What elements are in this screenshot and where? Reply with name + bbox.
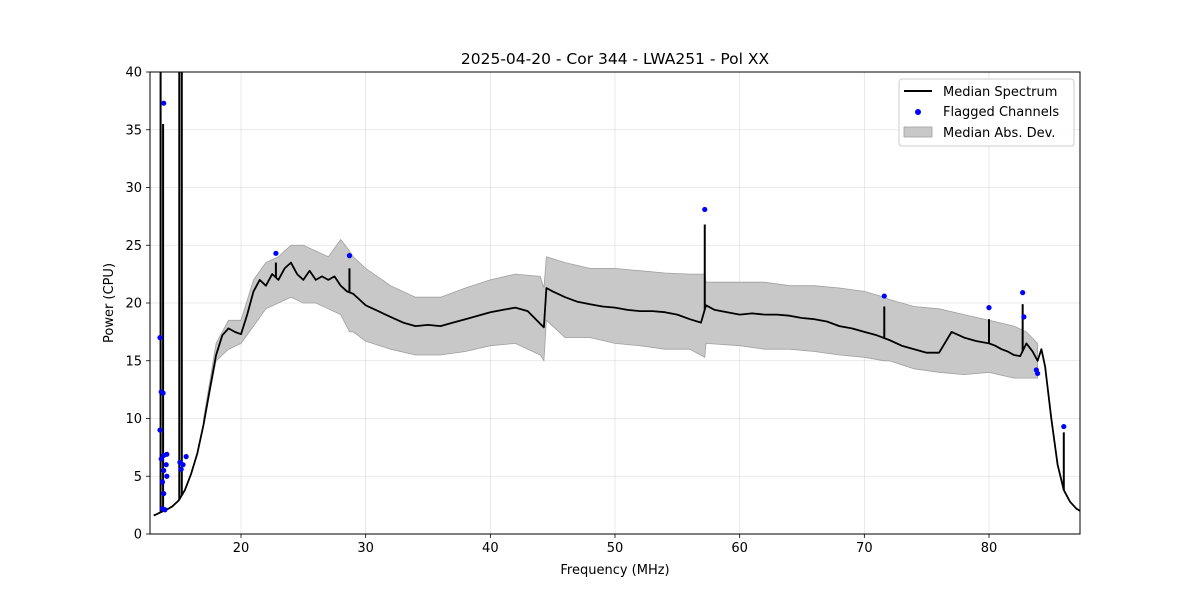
- y-tick-label: 10: [125, 412, 142, 427]
- flagged-channel-point: [157, 335, 163, 341]
- median-line-layer: [153, 261, 1080, 517]
- flagged-channel-point: [1021, 314, 1027, 320]
- legend-flagged-swatch: [915, 109, 921, 115]
- flagged-channel-point: [1061, 423, 1067, 430]
- flagged-channel-point: [180, 462, 186, 468]
- y-tick-label: 25: [125, 239, 142, 254]
- x-axis-ticks: 20 30 40 50 60 70 80: [233, 534, 998, 556]
- flagged-channel-point: [159, 479, 166, 485]
- flagged-points-layer: [157, 100, 1067, 513]
- flagged-channel-point: [161, 100, 167, 106]
- y-axis-ticks: 0 5 10 15 20 25 30 35 40: [125, 66, 150, 543]
- y-tick-label: 35: [125, 123, 142, 138]
- legend-flagged-label: Flagged Channels: [943, 105, 1059, 120]
- flagged-channel-point: [1035, 370, 1041, 377]
- flagged-channel-point: [161, 467, 167, 474]
- y-tick-label: 30: [125, 181, 142, 196]
- flagged-channel-point: [178, 466, 184, 472]
- legend-box: [898, 78, 1075, 147]
- flagged-channel-point: [881, 293, 887, 299]
- legend: Median Spectrum Flagged Channels Median …: [898, 78, 1075, 147]
- flagged-channel-point: [164, 473, 170, 479]
- y-axis-label: Power (CPU): [102, 263, 117, 343]
- x-tick-label: 40: [482, 541, 499, 556]
- y-tick-label: 5: [134, 470, 142, 485]
- flagged-channel-point: [160, 390, 166, 396]
- x-tick-label: 80: [981, 541, 998, 556]
- mad-band: [203, 238, 1038, 425]
- x-tick-label: 60: [731, 541, 748, 556]
- flagged-channel-point: [161, 490, 167, 497]
- x-axis-label: Frequency (MHz): [560, 563, 669, 578]
- flagged-channel-point: [183, 454, 189, 460]
- y-tick-label: 20: [125, 297, 142, 312]
- legend-median-label: Median Spectrum: [943, 85, 1057, 100]
- x-tick-label: 30: [357, 541, 374, 556]
- y-tick-label: 15: [125, 354, 142, 369]
- flagged-channel-point: [702, 206, 708, 213]
- y-tick-label: 40: [125, 66, 142, 81]
- x-tick-label: 20: [233, 541, 250, 556]
- mad-band-layer: [203, 238, 1038, 425]
- x-tick-label: 50: [607, 541, 624, 556]
- x-tick-label: 70: [856, 541, 873, 556]
- median-spectrum-line: [153, 261, 1080, 517]
- chart-title: 2025-04-20 - Cor 344 - LWA251 - Pol XX: [461, 50, 770, 68]
- flagged-channel-point: [163, 462, 169, 468]
- flagged-channel-point: [1020, 290, 1026, 296]
- flagged-channel-point: [157, 427, 163, 433]
- y-tick-label: 0: [134, 528, 142, 543]
- flagged-channel-point: [346, 253, 353, 259]
- legend-mad-swatch: [903, 126, 933, 138]
- flagged-channel-point: [273, 250, 279, 256]
- legend-mad-label: Median Abs. Dev.: [943, 126, 1055, 141]
- flagged-channel-point: [162, 507, 168, 513]
- spike-layer: [159, 72, 1065, 513]
- flagged-channel-point: [164, 451, 170, 457]
- flagged-channel-point: [986, 305, 992, 311]
